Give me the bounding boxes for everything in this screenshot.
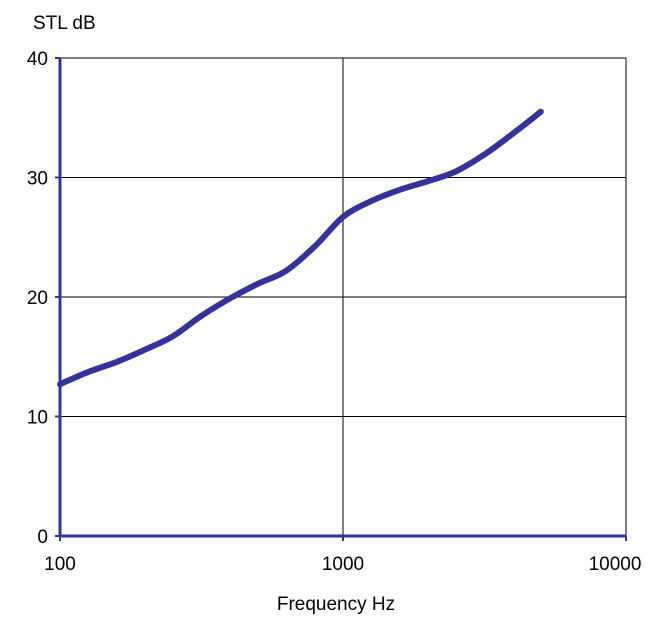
y-axis-title: STL dB xyxy=(33,13,96,34)
tick-labels: 0 10 20 30 40 100 1000 10000 xyxy=(27,49,642,575)
x-tick-label-2: 10000 xyxy=(589,554,642,575)
y-tick-label-4: 40 xyxy=(27,49,48,70)
y-tick-label-1: 10 xyxy=(27,408,48,429)
x-tick-label-0: 100 xyxy=(44,554,76,575)
y-tick-label-2: 20 xyxy=(27,288,48,309)
y-tick-label-3: 30 xyxy=(27,169,48,190)
grid-lines xyxy=(60,58,626,536)
x-axis-title: Frequency Hz xyxy=(277,594,395,615)
y-tick-label-0: 0 xyxy=(37,527,48,548)
series-line-0 xyxy=(60,112,541,384)
x-tick-label-1: 1000 xyxy=(322,554,364,575)
series-group xyxy=(60,112,541,384)
axes xyxy=(55,58,626,541)
